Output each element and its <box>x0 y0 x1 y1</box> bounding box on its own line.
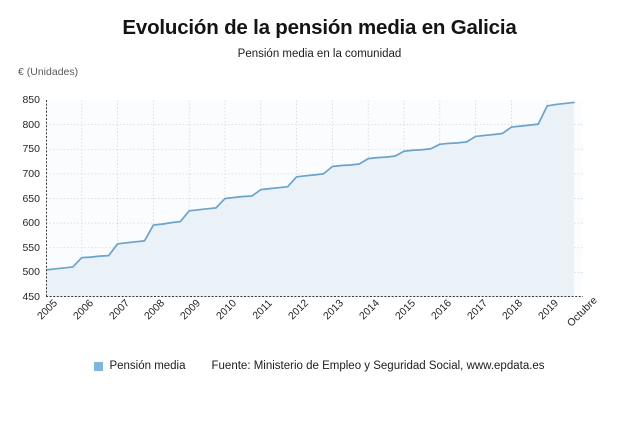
legend-item-pension-media[interactable]: Pensión media <box>94 360 186 372</box>
x-axis-tick-2015: 2015 <box>392 297 418 323</box>
y-axis-tick-550: 550 <box>22 241 40 254</box>
y-axis-tick-700: 700 <box>22 167 40 180</box>
y-axis-tick-750: 750 <box>22 143 40 155</box>
y-axis-tick-850: 850 <box>22 93 40 106</box>
x-axis-tick-2009: 2009 <box>178 297 204 323</box>
series-line <box>46 101 575 271</box>
x-axis-tick-2005: 2005 <box>34 297 60 323</box>
chart-subtitle: Pensión media en la comunidad <box>237 48 402 60</box>
y-axis-tick-650: 650 <box>22 192 40 205</box>
x-axis-tick-2019: 2019 <box>536 297 562 323</box>
series-area-fill <box>46 102 575 297</box>
y-axis-tick-labels: 450 500 550 600 650 700 750 800 850 <box>0 95 40 302</box>
x-axis-tick-labels: 2005 2006 2007 2008 2009 2010 2011 2012 2013 2014… <box>0 294 639 357</box>
x-axis-tick-2006: 2006 <box>70 297 96 323</box>
chart-legend: Pensión media Fuente: Ministerio de Empl… <box>0 360 639 372</box>
y-axis-tick-450: 450 <box>22 290 40 303</box>
x-axis-tick-2016: 2016 <box>428 297 454 323</box>
x-axis-tick-2017: 2017 <box>464 297 490 323</box>
x-axis-tick-octubre: Octubre <box>564 294 600 330</box>
plot-area <box>46 100 583 297</box>
source-attribution: Fuente: Ministerio de Empleo y Seguridad… <box>211 360 545 372</box>
legend-item-label: Pensión media <box>109 360 186 372</box>
chart-svg <box>46 100 583 297</box>
x-axis-tick-2010: 2010 <box>213 297 239 323</box>
chart-title: Evolución de la pensión media en Galicia <box>122 16 517 39</box>
x-axis-tick-2014: 2014 <box>357 297 383 323</box>
x-axis-tick-2008: 2008 <box>142 297 168 323</box>
x-axis-tick-2012: 2012 <box>285 297 311 323</box>
y-axis-tick-500: 500 <box>22 266 40 279</box>
x-axis-tick-2018: 2018 <box>500 297 526 323</box>
x-axis-tick-2007: 2007 <box>106 297 132 323</box>
x-axis-tick-2013: 2013 <box>321 297 347 323</box>
y-axis-tick-800: 800 <box>22 118 40 131</box>
y-axis-unit-label: € (Unidades) <box>18 66 79 78</box>
legend-color-swatch-icon <box>94 361 104 371</box>
x-axis-tick-2011: 2011 <box>250 297 275 322</box>
y-axis-tick-600: 600 <box>22 216 40 229</box>
